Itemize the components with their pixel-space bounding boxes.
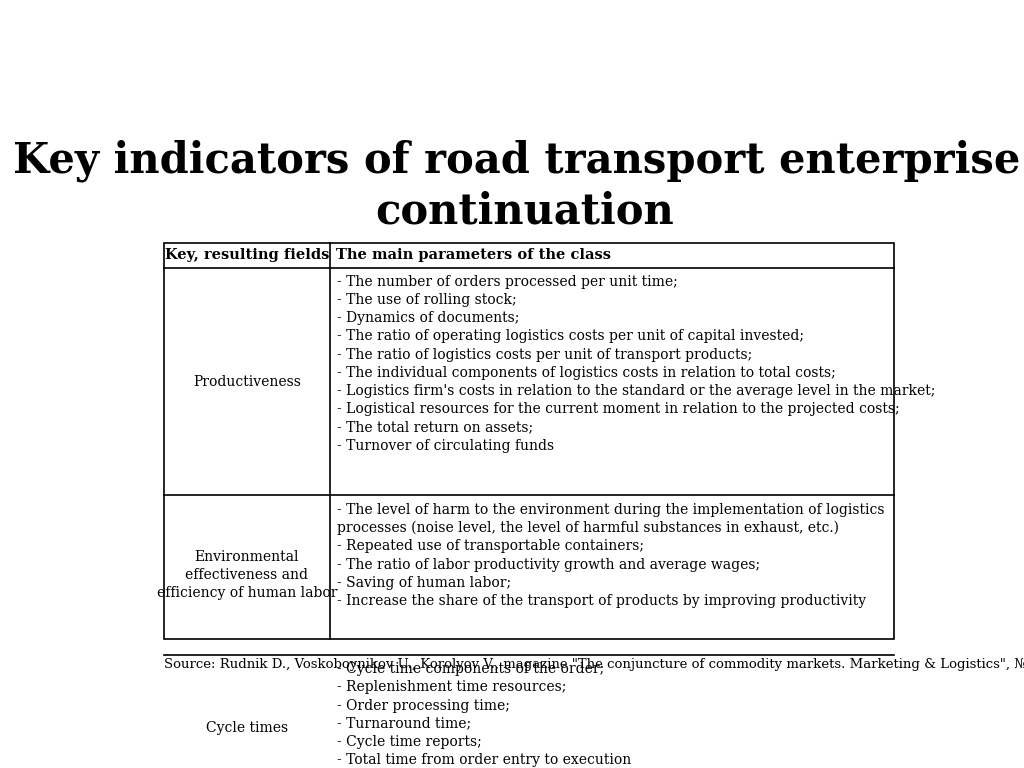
- Text: Cycle times: Cycle times: [206, 721, 288, 736]
- Text: Key indicators of road transport enterprise:
continuation: Key indicators of road transport enterpr…: [13, 140, 1024, 232]
- Text: The main parameters of the class: The main parameters of the class: [336, 248, 610, 263]
- Text: - The level of harm to the environment during the implementation of logistics
pr: - The level of harm to the environment d…: [337, 502, 884, 608]
- Bar: [164, 243, 894, 639]
- Text: Source: Rudnik D., Voskoboynikov U., Korolyov V., magazine "The conjuncture of c: Source: Rudnik D., Voskoboynikov U., Kor…: [164, 657, 1024, 670]
- Text: - The number of orders processed per unit time;
- The use of rolling stock;
- Dy: - The number of orders processed per uni…: [337, 275, 935, 452]
- Text: Productiveness: Productiveness: [193, 375, 301, 389]
- Text: - Cycle time components of the order;
- Replenishment time resources;
- Order pr: - Cycle time components of the order; - …: [337, 662, 631, 767]
- Text: Key, resulting fields: Key, resulting fields: [165, 248, 329, 263]
- Text: Environmental
effectiveness and
efficiency of human labor: Environmental effectiveness and efficien…: [157, 551, 337, 600]
